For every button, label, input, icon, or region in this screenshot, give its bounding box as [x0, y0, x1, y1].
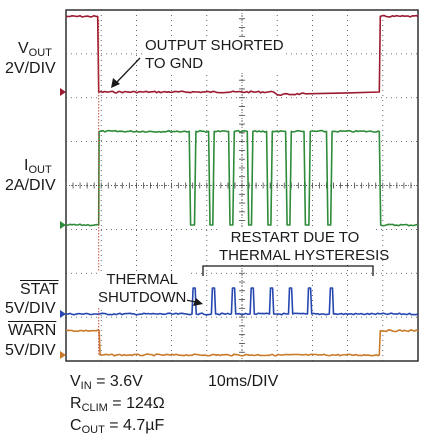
- condition-vin: VIN = 3.6V: [70, 373, 143, 392]
- warn-ground-marker: [60, 351, 66, 359]
- stat-trace: [65, 287, 419, 316]
- shutdown-arrowhead: [193, 298, 203, 306]
- restart-bracket: [202, 265, 374, 276]
- annotation-output-shorted: OUTPUT SHORTED TO GND: [144, 37, 285, 73]
- iout-scale: 2A/DIV: [5, 177, 56, 194]
- vout-scale: 2V/DIV: [5, 60, 56, 77]
- vout-trace: [66, 14, 419, 96]
- iout-ground-marker: [60, 221, 66, 229]
- condition-rclim: RCLIM = 124Ω: [70, 395, 165, 414]
- stat-scale: 5V/DIV: [5, 300, 56, 317]
- timebase-label: 10ms/DIV: [208, 373, 279, 390]
- iout-trace: [65, 129, 419, 227]
- channel-ground-markers: [60, 88, 66, 359]
- vout-ground-marker: [60, 88, 66, 96]
- warn-trace: [65, 329, 419, 357]
- warn-label: WARN: [8, 322, 57, 339]
- annotation-thermal-shutdown: THERMAL SHUTDOWN: [97, 271, 188, 307]
- iout-label: IOUT: [24, 157, 52, 176]
- stat-label: STAT: [20, 281, 59, 298]
- warn-scale: 5V/DIV: [5, 342, 56, 359]
- condition-cout: COUT = 4.7µF: [70, 417, 165, 436]
- stat-ground-marker: [60, 310, 66, 318]
- vout-label: VOUT: [18, 40, 52, 59]
- shorted-arrowhead: [111, 78, 120, 88]
- shorted-arrow: [115, 57, 141, 84]
- annotation-restart: RESTART DUE TO THERMAL HYSTERESIS: [218, 229, 390, 265]
